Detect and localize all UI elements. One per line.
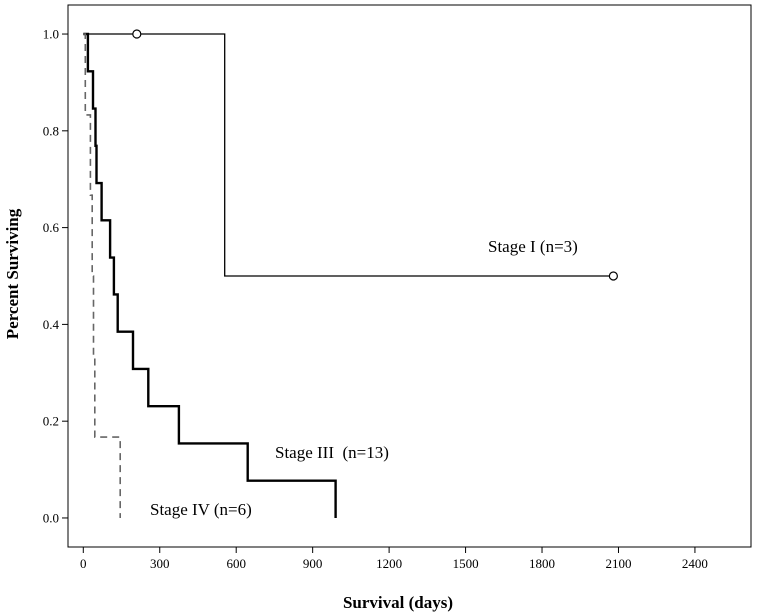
x-tick-label: 2400 [682,556,708,571]
plot-frame [67,4,752,548]
x-axis-title: Survival (days) [343,593,453,612]
survival-curves [83,32,614,518]
stage-i-curve [83,33,614,277]
x-tick-label: 1500 [453,556,479,571]
y-axis-title: Percent Surviving [3,208,22,339]
x-tick-label: 300 [150,556,170,571]
x-axis-ticks: 0 300 600 900 1200 1500 1800 2100 2400 [80,547,708,571]
series-label-stage-i: Stage I (n=3) [488,237,578,256]
x-tick-label: 900 [303,556,323,571]
y-axis-ticks: 0.0 0.2 0.4 0.6 0.8 1.0 [43,27,68,525]
x-tick-label: 1800 [529,556,555,571]
censor-markers [132,29,618,281]
y-tick-label: 0.4 [43,317,60,332]
y-tick-label: 0.8 [43,123,59,138]
y-tick-label: 0.6 [43,220,60,235]
stage-iii-curve [83,32,337,518]
series-label-stage-iv: Stage IV (n=6) [150,500,252,519]
x-tick-label: 1200 [376,556,402,571]
x-tick-label: 0 [80,556,87,571]
y-tick-label: 0.0 [43,510,59,525]
stage-iv-curve [83,33,121,518]
x-tick-label: 600 [226,556,246,571]
censor-marker [132,29,142,39]
censor-marker [608,271,618,281]
series-label-stage-iii: Stage III (n=13) [275,443,389,462]
x-tick-label: 2100 [605,556,631,571]
y-tick-label: 1.0 [43,27,59,42]
y-tick-label: 0.2 [43,414,59,429]
